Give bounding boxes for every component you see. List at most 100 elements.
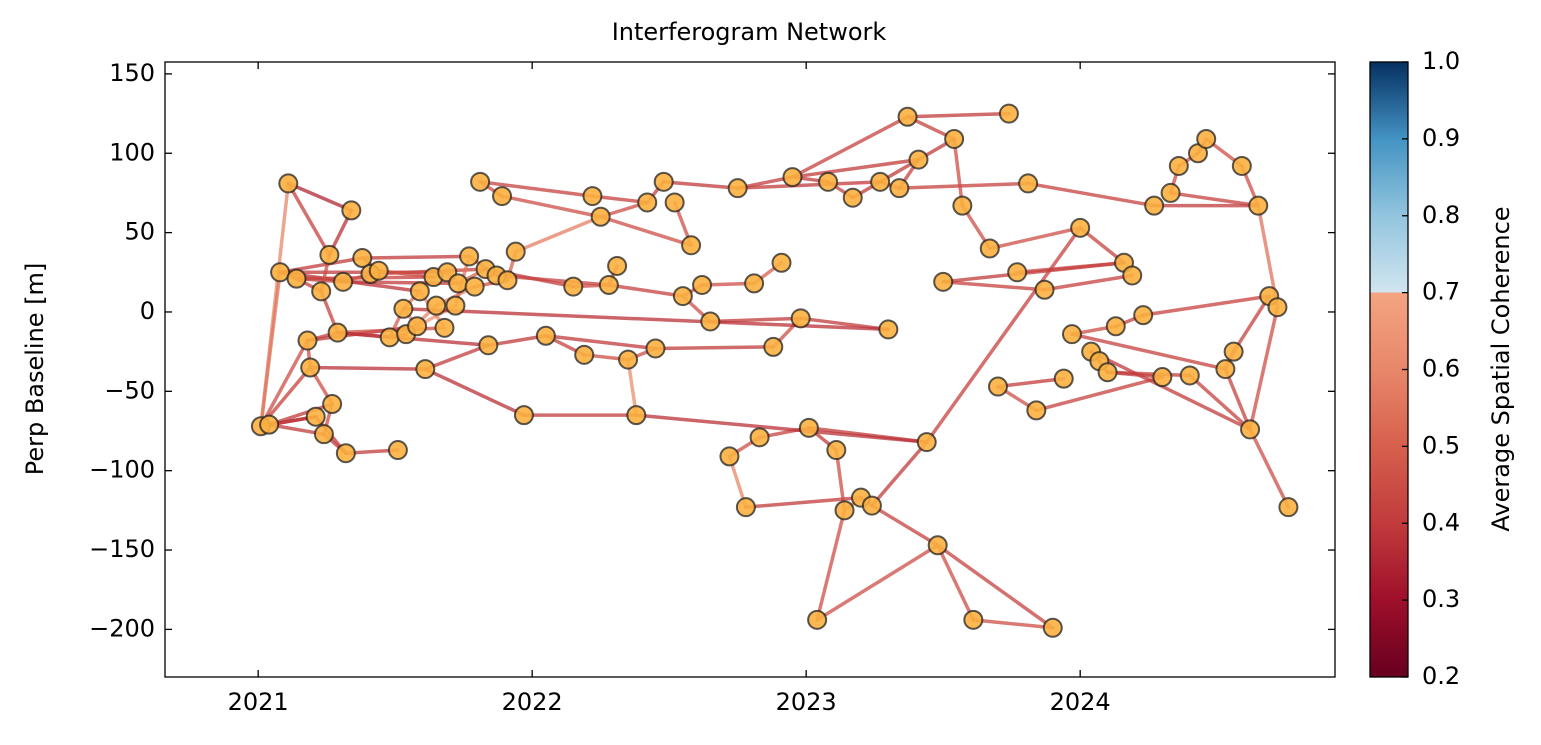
node xyxy=(335,443,356,464)
y-tick-label: −50 xyxy=(104,376,155,404)
node xyxy=(763,336,784,357)
node xyxy=(459,246,480,267)
node xyxy=(322,394,343,415)
edge xyxy=(935,543,1055,630)
node xyxy=(979,238,1000,259)
y-tick-label: 100 xyxy=(109,138,155,166)
node xyxy=(798,417,819,438)
node xyxy=(368,260,389,281)
edge xyxy=(1188,373,1252,432)
node xyxy=(1053,368,1074,389)
node xyxy=(286,268,307,289)
edge xyxy=(941,280,1047,292)
node xyxy=(313,424,334,445)
node xyxy=(1168,155,1189,176)
node xyxy=(1179,365,1200,386)
node xyxy=(327,322,348,343)
edge xyxy=(1248,305,1280,432)
node xyxy=(749,427,770,448)
edge xyxy=(815,543,940,622)
edge xyxy=(544,334,658,351)
node xyxy=(1061,324,1082,345)
y-tick-label: −100 xyxy=(89,456,155,484)
edge xyxy=(308,365,428,371)
edge xyxy=(1026,181,1156,208)
node xyxy=(341,200,362,221)
node xyxy=(1133,305,1154,326)
colorbar-tick-label: 0.5 xyxy=(1422,431,1460,459)
edge xyxy=(851,137,956,200)
node xyxy=(590,206,611,227)
node xyxy=(607,255,628,276)
node xyxy=(1034,279,1055,300)
node xyxy=(1007,262,1028,283)
edge xyxy=(259,338,310,428)
y-axis-label: Perp Baseline [m] xyxy=(21,263,49,476)
edge xyxy=(790,157,921,179)
node xyxy=(1152,367,1173,388)
edge xyxy=(1070,332,1228,371)
edge xyxy=(952,137,965,208)
edges xyxy=(259,111,1291,630)
node xyxy=(319,244,340,265)
node xyxy=(834,500,855,521)
colorbar-tick-label: 0.6 xyxy=(1422,355,1460,383)
node xyxy=(807,609,828,630)
edge xyxy=(1141,294,1271,317)
edge xyxy=(1089,349,1252,432)
node xyxy=(735,497,756,518)
node xyxy=(645,338,666,359)
node xyxy=(513,405,534,426)
edge xyxy=(286,181,354,213)
edge xyxy=(988,226,1082,251)
node xyxy=(1223,341,1244,362)
edge xyxy=(423,367,526,417)
edge xyxy=(905,111,1011,119)
node xyxy=(782,167,803,188)
node xyxy=(878,319,899,340)
node xyxy=(998,103,1019,124)
edge xyxy=(513,214,603,254)
node xyxy=(987,376,1008,397)
node xyxy=(445,295,466,316)
node xyxy=(379,327,400,348)
node xyxy=(1231,155,1252,176)
colorbar-label: Average Spatial Coherence xyxy=(1487,206,1515,531)
node xyxy=(278,173,299,194)
node xyxy=(1070,217,1091,238)
colorbar-tick-label: 1.0 xyxy=(1422,47,1460,75)
node xyxy=(664,192,685,213)
node xyxy=(771,252,792,273)
node xyxy=(1267,297,1288,318)
node xyxy=(535,325,556,346)
node xyxy=(1144,195,1165,216)
node xyxy=(1042,617,1063,638)
node xyxy=(889,178,910,199)
chart-title: Interferogram Network xyxy=(612,18,887,46)
colorbar-tick-label: 0.8 xyxy=(1422,201,1460,229)
node xyxy=(297,330,318,351)
node xyxy=(842,187,863,208)
node xyxy=(492,186,513,207)
edge xyxy=(834,448,847,513)
node xyxy=(1240,419,1261,440)
node xyxy=(1105,316,1126,337)
node xyxy=(944,128,965,149)
node xyxy=(626,405,647,426)
edge xyxy=(423,343,491,371)
edge xyxy=(790,115,910,179)
edge xyxy=(1105,370,1192,378)
node xyxy=(448,273,469,294)
node xyxy=(1122,265,1143,286)
node xyxy=(415,359,436,380)
node xyxy=(497,270,518,291)
node xyxy=(478,335,499,356)
edge xyxy=(815,508,847,622)
edge xyxy=(897,181,1030,190)
node xyxy=(861,495,882,516)
x-tick-label: 2023 xyxy=(776,688,837,716)
edge xyxy=(1168,191,1261,208)
node xyxy=(1215,359,1236,380)
colorbar xyxy=(1369,61,1409,678)
colorbar-tick-label: 0.7 xyxy=(1422,278,1460,306)
